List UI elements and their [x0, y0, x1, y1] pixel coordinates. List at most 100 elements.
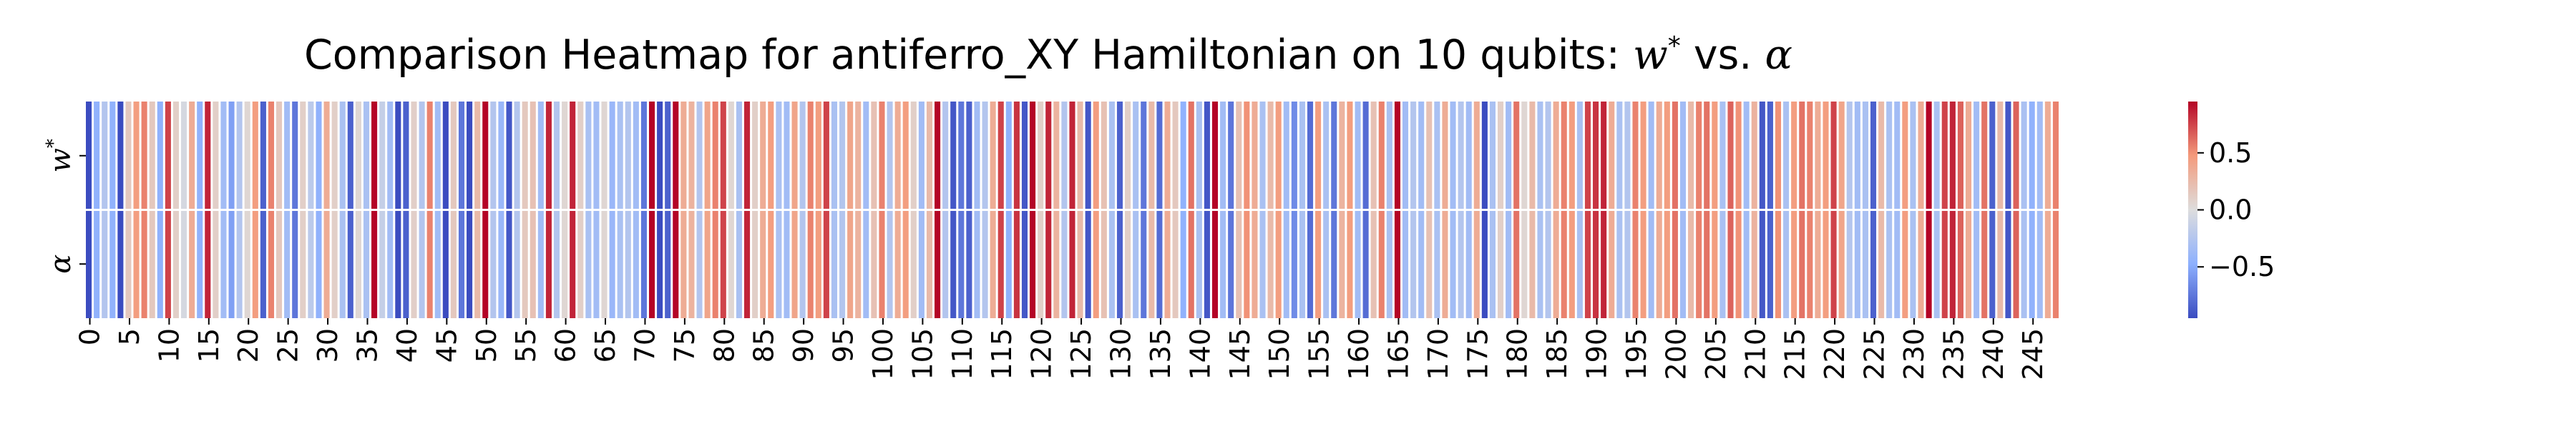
heatmap-cell — [133, 102, 140, 209]
x-tick-label: 10 — [153, 328, 185, 363]
heatmap-cell — [577, 211, 584, 318]
x-tick-label: 240 — [1978, 328, 2009, 380]
x-tick-label: 155 — [1304, 328, 1335, 380]
heatmap-cell — [863, 102, 869, 209]
heatmap-cell — [1894, 211, 1901, 318]
heatmap-cell — [189, 211, 195, 318]
heatmap-cell — [1870, 211, 1877, 318]
heatmap-cell — [894, 211, 901, 318]
heatmap-cell — [1704, 102, 1710, 209]
heatmap-cell — [1568, 211, 1575, 318]
x-tick-label: 200 — [1660, 328, 1692, 380]
heatmap-cell — [720, 102, 726, 209]
x-tick-label: 85 — [748, 328, 780, 363]
x-tick-label: 105 — [907, 328, 938, 380]
heatmap-cell — [371, 102, 378, 209]
heatmap-cell — [1021, 211, 1028, 318]
heatmap-cell — [1347, 102, 1353, 209]
heatmap-cell — [879, 211, 885, 318]
heatmap-cell — [379, 102, 386, 209]
heatmap-cell — [1981, 211, 1988, 318]
heatmap-cell — [1545, 211, 1551, 318]
heatmap-cell — [831, 102, 838, 209]
x-tick-label: 245 — [2017, 328, 2049, 380]
heatmap-cell — [1426, 102, 1433, 209]
heatmap-cell — [784, 102, 790, 209]
heatmap-cell — [625, 102, 631, 209]
heatmap-cell — [109, 211, 116, 318]
heatmap-cell — [752, 102, 758, 209]
heatmap-cell — [728, 102, 734, 209]
x-tick-label: 190 — [1581, 328, 1613, 380]
heatmap-cell — [815, 211, 821, 318]
heatmap-cell — [1989, 211, 1996, 318]
heatmap-cell — [1656, 211, 1662, 318]
heatmap-cell — [1116, 102, 1123, 209]
heatmap-cell — [1624, 102, 1631, 209]
x-tick-label: 60 — [550, 328, 582, 363]
heatmap-cell — [474, 211, 481, 318]
heatmap-cell — [1648, 211, 1654, 318]
heatmap-cell — [1038, 102, 1044, 209]
heatmap-cell — [1473, 102, 1480, 209]
heatmap-cell — [387, 102, 394, 209]
heatmap-cell — [1133, 102, 1139, 209]
heatmap-cell — [165, 211, 171, 318]
heatmap-cell — [149, 211, 155, 318]
heatmap-cell — [1402, 102, 1409, 209]
x-tick-label: 120 — [1026, 328, 1058, 380]
heatmap-cell — [1323, 102, 1330, 209]
heatmap-cell — [181, 102, 187, 209]
heatmap-cell — [1735, 211, 1742, 318]
heatmap-cell — [1807, 102, 1813, 209]
heatmap-cell — [2005, 102, 2011, 209]
heatmap-cell — [966, 211, 972, 318]
colorbar-tick-label: −0.5 — [2209, 251, 2275, 282]
heatmap-cell — [1672, 102, 1678, 209]
heatmap-cell — [260, 102, 266, 209]
heatmap-cell — [1902, 211, 1908, 318]
heatmap-cell — [545, 102, 552, 209]
heatmap-cell — [823, 102, 829, 209]
heatmap-cell — [1854, 211, 1860, 318]
heatmap-cell — [1450, 211, 1456, 318]
heatmap-cell — [2021, 211, 2027, 318]
heatmap-cell — [355, 102, 361, 209]
heatmap-cell — [1244, 211, 1250, 318]
heatmap-cell — [1188, 102, 1194, 209]
heatmap-cell — [1378, 211, 1385, 318]
heatmap-cell — [244, 102, 250, 209]
heatmap-cell — [1862, 102, 1868, 209]
heatmap-cell — [1640, 211, 1646, 318]
heatmap-cell — [910, 211, 917, 318]
heatmap-cell — [894, 102, 901, 209]
heatmap-cell — [1712, 211, 1718, 318]
heatmap-cell — [950, 102, 957, 209]
heatmap-cell — [197, 102, 203, 209]
heatmap-cell — [696, 211, 703, 318]
heatmap-cell — [395, 102, 401, 209]
heatmap-cell — [1188, 211, 1194, 318]
heatmap-cell — [1735, 102, 1742, 209]
heatmap-cell — [347, 102, 353, 209]
heatmap-cell — [1141, 102, 1147, 209]
x-tick-label: 95 — [828, 328, 859, 363]
heatmap-cell — [1965, 102, 1972, 209]
heatmap-cell — [284, 211, 291, 318]
heatmap-cell — [450, 211, 457, 318]
heatmap-cell — [300, 102, 306, 209]
heatmap-cell — [1418, 211, 1425, 318]
heatmap-cell — [458, 211, 465, 318]
heatmap-cell — [704, 211, 711, 318]
heatmap-cell — [1164, 102, 1171, 209]
heatmap-cell — [141, 211, 147, 318]
heatmap-cell — [1584, 211, 1591, 318]
heatmap-cell — [228, 102, 235, 209]
x-tick-label: 215 — [1780, 328, 1811, 380]
heatmap-cell — [1640, 102, 1646, 209]
heatmap-cell — [308, 102, 314, 209]
heatmap-cell — [1434, 211, 1440, 318]
x-tick-label: 160 — [1343, 328, 1375, 380]
heatmap-cell — [1823, 102, 1829, 209]
heatmap-cell — [2021, 102, 2027, 209]
